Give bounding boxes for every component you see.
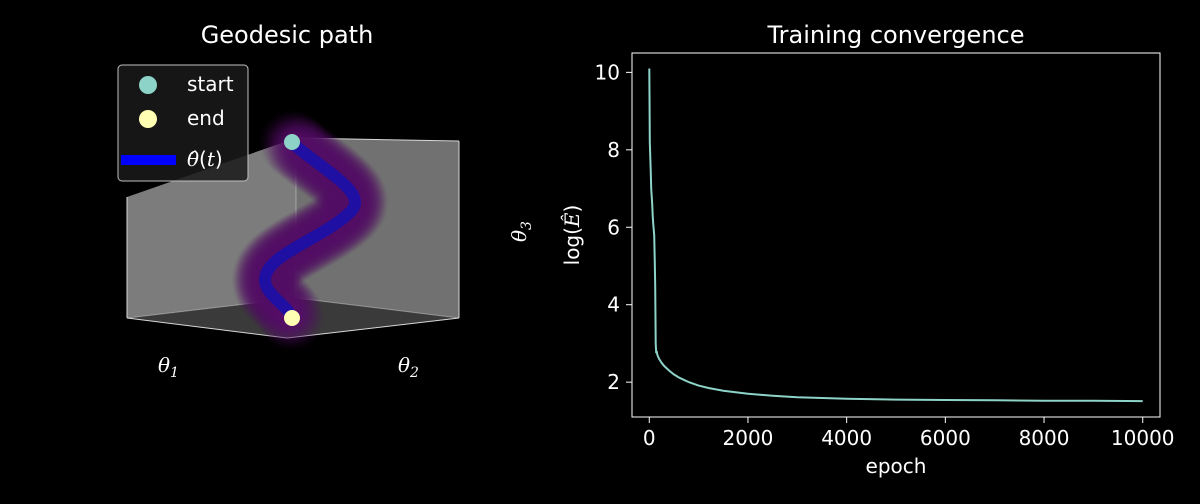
legend-end-label: end	[187, 106, 225, 130]
y-tick-label: 6	[607, 215, 620, 239]
theta1-axis-label: θ1	[158, 353, 179, 381]
x-tick-label: 8000	[1019, 426, 1070, 450]
geodesic-panel: Geodesic path θ1 θ2 θ3 start end θ̂(t)	[117, 21, 535, 381]
geodesic-path-line	[258, 137, 361, 324]
x-tick-label: 0	[643, 426, 656, 450]
y-tick-label: 10	[595, 60, 620, 84]
legend-start-label: start	[187, 72, 234, 96]
y-tick-label: 8	[607, 138, 620, 162]
x-tick-label: 4000	[821, 426, 872, 450]
theta3-axis-label: θ3	[507, 221, 535, 242]
x-tick-label: 6000	[920, 426, 971, 450]
legend-start-marker	[139, 76, 157, 94]
start-marker	[284, 134, 300, 150]
end-marker	[284, 310, 300, 326]
legend-path-label: θ̂(t)	[187, 147, 223, 171]
x-axis-label: epoch	[866, 454, 927, 478]
convergence-title: Training convergence	[766, 21, 1024, 49]
plot-area	[631, 52, 1161, 418]
convergence-curve	[648, 68, 1143, 403]
legend-box	[117, 64, 249, 182]
x-tick-label: 10000	[1111, 426, 1175, 450]
y-tick-label: 4	[607, 293, 620, 317]
x-tick-label: 2000	[723, 426, 774, 450]
convergence-panel: Training convergence 0 2000 4000 6000 8000 10…	[560, 21, 1175, 478]
theta2-axis-label: θ2	[398, 353, 419, 381]
legend: start end θ̂(t)	[117, 64, 249, 182]
y-axis-label: log(Ê)	[560, 205, 584, 266]
x-axis: 0 2000 4000 6000 8000 10000	[643, 417, 1175, 450]
y-tick-label: 2	[607, 370, 620, 394]
geodesic-title: Geodesic path	[201, 21, 374, 49]
y-axis: 2 4 6 8 10	[595, 60, 632, 394]
legend-end-marker	[139, 110, 157, 128]
